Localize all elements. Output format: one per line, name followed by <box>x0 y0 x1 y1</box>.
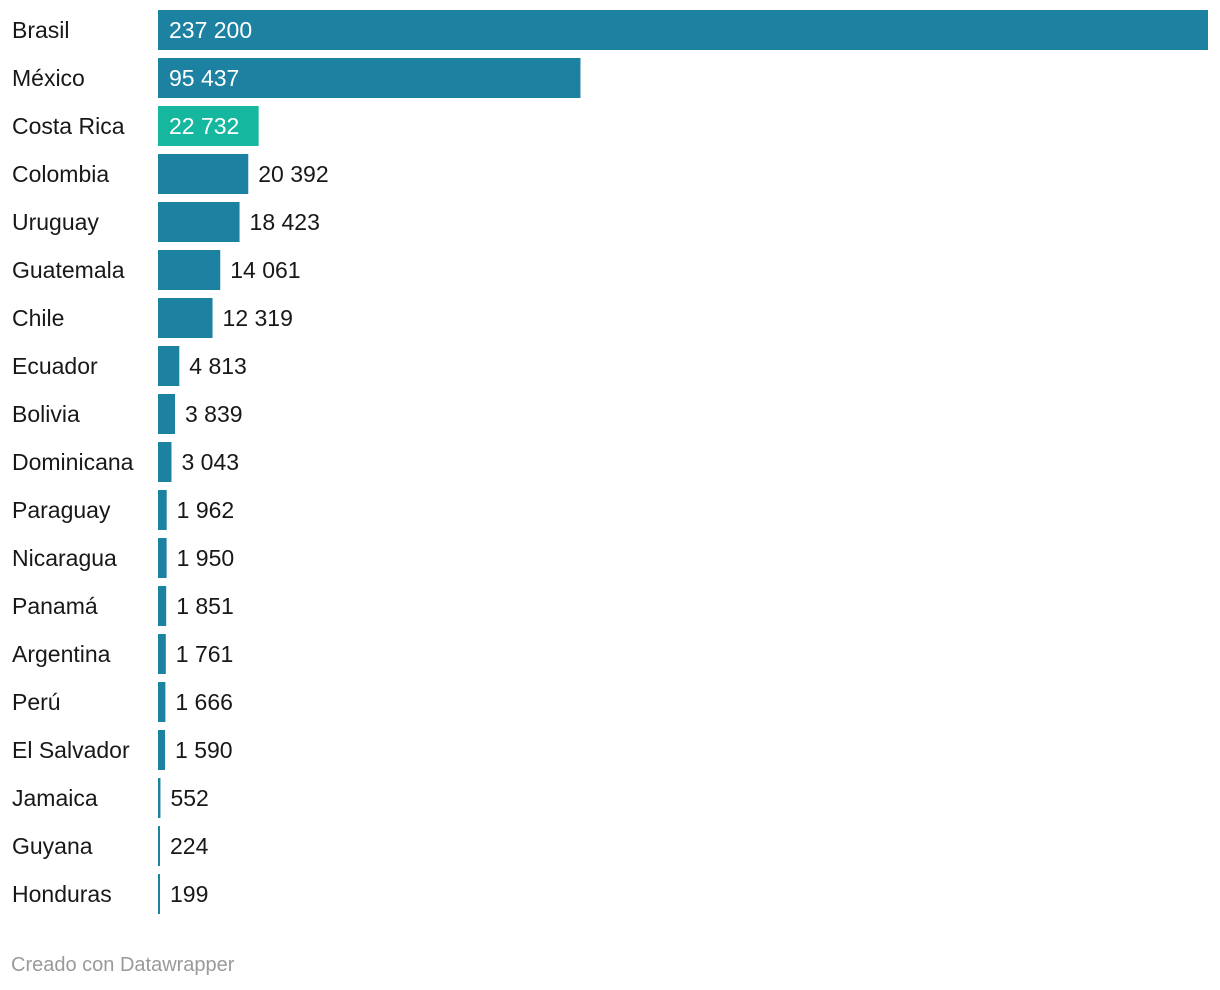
value-label-peru: 1 666 <box>175 689 233 715</box>
category-label-paraguay: Paraguay <box>12 497 111 523</box>
value-label-chile: 12 319 <box>223 305 293 331</box>
bar-uruguay <box>158 202 240 242</box>
bar-el-salvador <box>158 730 166 770</box>
bar-ecuador <box>158 346 180 386</box>
category-label-guatemala: Guatemala <box>12 257 125 283</box>
value-label-mexico: 95 437 <box>169 65 239 91</box>
datawrapper-credit[interactable]: Creado con Datawrapper <box>11 954 235 976</box>
bar-colombia <box>158 154 249 194</box>
category-label-dominicana: Dominicana <box>12 449 134 475</box>
category-label-bolivia: Bolivia <box>12 401 80 427</box>
bar-argentina <box>158 634 166 674</box>
category-label-colombia: Colombia <box>12 161 109 187</box>
category-label-jamaica: Jamaica <box>12 785 98 811</box>
category-label-brasil: Brasil <box>12 17 70 43</box>
bar-costa-rica <box>158 106 259 146</box>
value-label-ecuador: 4 813 <box>189 353 247 379</box>
category-label-nicaragua: Nicaragua <box>12 545 117 571</box>
bar-honduras <box>158 874 160 914</box>
bar-chile <box>158 298 213 338</box>
category-label-costa-rica: Costa Rica <box>12 113 125 139</box>
bar-brasil <box>158 10 1208 50</box>
bar-guatemala <box>158 250 221 290</box>
category-label-el-salvador: El Salvador <box>12 737 130 763</box>
category-label-panama: Panamá <box>12 593 98 619</box>
value-label-jamaica: 552 <box>170 785 208 811</box>
category-label-honduras: Honduras <box>12 881 112 907</box>
category-label-mexico: México <box>12 65 85 91</box>
bar-nicaragua <box>158 538 167 578</box>
value-label-guatemala: 14 061 <box>230 257 300 283</box>
bar-mexico <box>158 58 581 98</box>
value-label-brasil: 237 200 <box>169 17 252 43</box>
bar-bolivia <box>158 394 175 434</box>
category-label-argentina: Argentina <box>12 641 111 667</box>
category-label-chile: Chile <box>12 305 64 331</box>
value-label-paraguay: 1 962 <box>177 497 235 523</box>
bar-jamaica <box>158 778 161 818</box>
bar-peru <box>158 682 166 722</box>
value-label-argentina: 1 761 <box>176 641 234 667</box>
value-label-el-salvador: 1 590 <box>175 737 233 763</box>
value-label-uruguay: 18 423 <box>250 209 320 235</box>
category-label-ecuador: Ecuador <box>12 353 98 379</box>
value-label-panama: 1 851 <box>176 593 234 619</box>
value-label-bolivia: 3 839 <box>185 401 243 427</box>
value-label-honduras: 199 <box>170 881 208 907</box>
bar-guyana <box>158 826 160 866</box>
value-label-colombia: 20 392 <box>258 161 328 187</box>
bar-dominicana <box>158 442 172 482</box>
value-label-costa-rica: 22 732 <box>169 113 239 139</box>
value-label-nicaragua: 1 950 <box>177 545 235 571</box>
category-label-guyana: Guyana <box>12 833 93 859</box>
bar-panama <box>158 586 167 626</box>
category-label-uruguay: Uruguay <box>12 209 99 235</box>
bar-chart: Brasil 237 200 México 95 437 Costa Rica 22 73… <box>12 10 1208 914</box>
value-label-dominicana: 3 043 <box>181 449 239 475</box>
bar-paraguay <box>158 490 167 530</box>
value-label-guyana: 224 <box>170 833 209 859</box>
category-label-peru: Perú <box>12 689 61 715</box>
